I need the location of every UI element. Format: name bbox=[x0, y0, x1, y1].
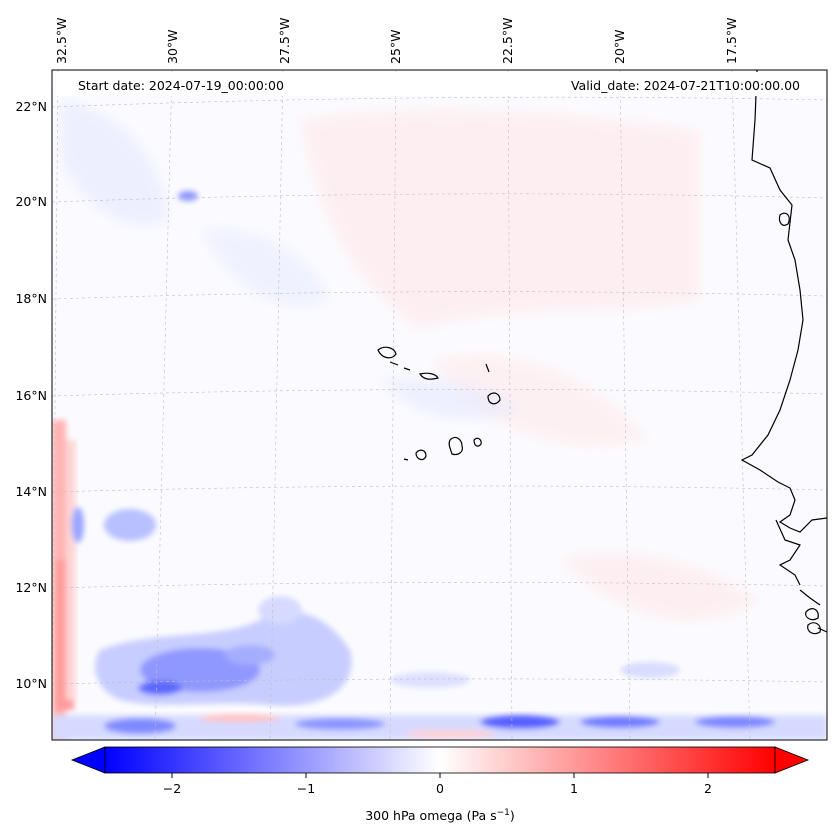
start-date-label: Start date: 2024-07-19_00:00:00 bbox=[78, 78, 284, 93]
lon-label: 25°W bbox=[388, 29, 403, 64]
colorbar-tick-label: −1 bbox=[297, 781, 315, 796]
colorbar-tick-label: 1 bbox=[570, 781, 578, 796]
colorbar-tick-label: 2 bbox=[704, 781, 712, 796]
coastlines bbox=[377, 69, 828, 635]
colorbar-label: 300 hPa omega (Pa s−1) bbox=[365, 808, 515, 823]
latitude-labels: 22°N 20°N 18°N 16°N 14°N 12°N 10°N bbox=[15, 99, 47, 691]
map-frame bbox=[51, 69, 828, 741]
lat-label: 14°N bbox=[15, 484, 47, 499]
lat-label: 16°N bbox=[15, 388, 47, 403]
lat-label: 18°N bbox=[15, 291, 47, 306]
omega-field bbox=[52, 100, 827, 740]
lat-label: 20°N bbox=[15, 194, 47, 209]
cape-verde-islands bbox=[377, 346, 397, 359]
longitude-labels: 32.5°W 30°W 27.5°W 25°W 22.5°W 20°W 17.5… bbox=[54, 18, 739, 64]
valid-date-label: Valid_date: 2024-07-21T10:00:00.00 bbox=[571, 78, 800, 93]
lon-label: 30°W bbox=[165, 29, 180, 64]
colorbar: −2 −1 0 1 2 300 hPa omega (Pa s−1) bbox=[70, 746, 810, 823]
lon-label: 20°W bbox=[612, 29, 627, 64]
west-africa-coastline bbox=[740, 69, 828, 533]
lon-label: 32.5°W bbox=[54, 18, 69, 64]
lat-label: 10°N bbox=[15, 676, 47, 691]
lon-label: 27.5°W bbox=[277, 18, 292, 64]
colorbar-tick-label: −2 bbox=[163, 781, 181, 796]
lat-label: 22°N bbox=[15, 99, 47, 114]
map-panel: Start date: 2024-07-19_00:00:00 Valid_da… bbox=[51, 69, 828, 741]
colorbar-tick-label: 0 bbox=[436, 781, 444, 796]
lat-label: 12°N bbox=[15, 580, 47, 595]
info-box bbox=[56, 72, 826, 96]
gridlines bbox=[52, 70, 827, 740]
colorbar-extend-max bbox=[774, 746, 810, 774]
lon-label: 17.5°W bbox=[724, 18, 739, 64]
colorbar-gradient bbox=[104, 746, 776, 774]
colorbar-extend-min bbox=[70, 746, 106, 774]
lon-label: 22.5°W bbox=[500, 18, 515, 64]
